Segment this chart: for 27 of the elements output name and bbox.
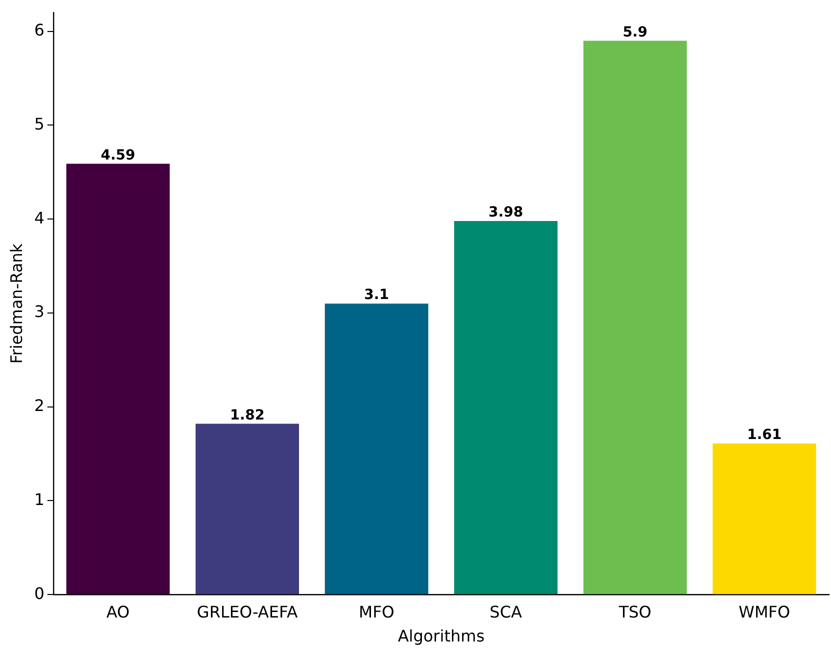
bar <box>583 40 687 594</box>
data-label: 3.1 <box>364 287 389 304</box>
bar <box>324 304 428 594</box>
y-tick-label: 1 <box>34 490 44 509</box>
x-tick-label: SCA <box>490 602 522 622</box>
x-tick-label: AO <box>106 602 130 622</box>
y-axis-title: Friedman-Rank <box>6 242 26 364</box>
data-label: 1.82 <box>230 407 265 424</box>
x-tick-label: TSO <box>618 602 652 622</box>
x-axis-title: Algorithms <box>398 626 485 646</box>
x-tick-label: WMFO <box>738 602 790 622</box>
y-tick-label: 6 <box>34 20 44 40</box>
bar <box>66 164 170 594</box>
data-label: 5.9 <box>622 24 648 40</box>
x-tick-label: GRLEO-AEFA <box>196 602 298 622</box>
bar <box>454 220 558 594</box>
data-label: 1.61 <box>747 427 782 444</box>
bar <box>196 424 299 594</box>
y-tick-label: 4 <box>34 208 44 228</box>
y-tick-label: 2 <box>34 396 44 416</box>
bar <box>712 443 816 594</box>
y-tick-label: 5 <box>34 114 44 134</box>
y-tick-label: 3 <box>34 302 44 322</box>
y-tick-label: 0 <box>34 584 44 603</box>
x-tick-label: MFO <box>358 602 394 622</box>
data-label: 3.98 <box>488 204 524 221</box>
data-label: 4.59 <box>100 147 136 164</box>
